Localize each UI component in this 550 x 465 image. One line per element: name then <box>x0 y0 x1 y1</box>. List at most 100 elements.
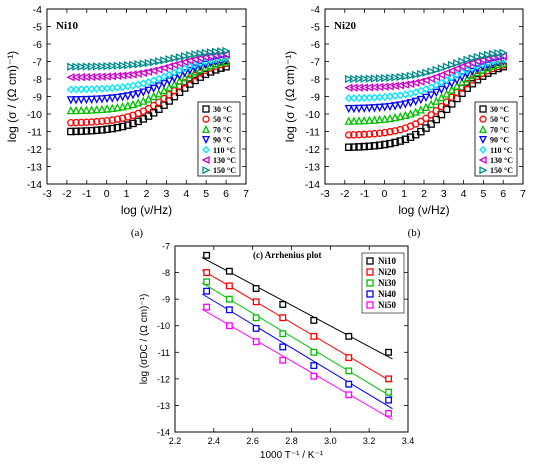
x-tick-label: 2 <box>144 188 150 200</box>
data-point <box>478 63 487 72</box>
fit-line <box>201 293 393 410</box>
data-point <box>87 105 96 114</box>
data-point <box>196 49 205 58</box>
data-point <box>391 138 399 147</box>
y-tick-label: -5 <box>33 22 42 34</box>
x-tick-label: 6 <box>500 188 506 200</box>
y-axis-label: log (σ / (Ω cm)⁻¹) <box>283 51 297 142</box>
data-point <box>160 94 168 103</box>
data-point <box>185 66 195 76</box>
y-tick-label: -12 <box>157 374 170 384</box>
data-point <box>452 81 462 90</box>
data-point <box>462 60 471 69</box>
data-point <box>252 298 260 306</box>
data-point <box>354 104 364 114</box>
panel-title: (c) Arrhenius plot <box>253 250 322 260</box>
data-point <box>186 51 195 60</box>
series-150C <box>345 48 508 84</box>
y-tick-label: -11 <box>158 348 170 358</box>
data-point <box>190 64 200 73</box>
data-point <box>416 77 425 86</box>
data-point <box>279 356 287 364</box>
panel-c: 2.2 2.4 2.6 2.8 3.0 3.2 3.4 -7 -8 -9 -10 -11 -12 -13 -… <box>139 242 414 462</box>
data-point <box>217 47 226 56</box>
data-point <box>225 322 233 330</box>
y-tick-label: -13 <box>157 401 170 411</box>
data-point <box>365 130 374 138</box>
legend-marker <box>201 155 210 165</box>
data-point <box>201 48 210 57</box>
data-point <box>375 103 384 113</box>
data-point <box>310 348 318 356</box>
fit-line <box>201 282 393 398</box>
legend-label: Ni40 <box>378 289 397 299</box>
data-point <box>203 287 211 295</box>
fit-line <box>201 269 393 383</box>
data-point <box>149 58 159 67</box>
data-point <box>279 314 287 322</box>
data-point <box>155 98 163 107</box>
data-point <box>98 117 106 125</box>
data-point <box>118 122 127 131</box>
data-point <box>98 62 107 71</box>
y-tick-label: -14 <box>27 179 42 191</box>
data-point <box>252 324 260 332</box>
data-point <box>452 64 461 73</box>
data-point <box>427 120 435 128</box>
data-point <box>437 78 446 87</box>
data-point <box>365 142 374 150</box>
data-point <box>82 95 91 105</box>
data-point <box>170 68 179 77</box>
legend-label: Ni30 <box>378 278 397 288</box>
data-point <box>381 128 389 137</box>
y-tick-label: -14 <box>157 428 170 438</box>
data-point <box>113 61 122 70</box>
series-150C <box>67 46 231 71</box>
data-point <box>139 96 148 105</box>
legend-box <box>197 101 241 177</box>
data-point <box>483 63 492 72</box>
x-tick-label: -1 <box>360 188 369 200</box>
data-point <box>206 48 216 57</box>
data-point <box>221 56 231 66</box>
data-point <box>108 116 117 124</box>
data-point <box>129 119 137 128</box>
data-point <box>191 50 200 59</box>
data-point <box>442 62 452 71</box>
data-point <box>345 391 353 399</box>
data-point <box>385 388 393 396</box>
data-point <box>396 101 405 110</box>
data-point <box>180 57 189 67</box>
data-point <box>427 83 436 92</box>
data-point <box>375 141 384 149</box>
data-point <box>180 52 190 61</box>
x-tick-label: 0 <box>104 188 110 200</box>
y-tick-label: -12 <box>27 144 42 156</box>
legend-label: 110 °C <box>213 146 236 155</box>
panel-b: -3 -2 -1 0 1 2 3 4 5 6 7-4-5-6-7-8-9-10-11-12-13-1… <box>283 4 526 239</box>
data-point <box>165 90 173 99</box>
data-point <box>468 54 477 63</box>
data-point <box>144 86 153 95</box>
data-point <box>421 93 431 103</box>
data-point <box>365 74 374 83</box>
data-point <box>344 94 353 103</box>
data-point <box>385 375 393 383</box>
data-point <box>67 119 75 127</box>
data-point <box>77 85 86 94</box>
data-point <box>93 62 102 71</box>
data-point <box>87 95 96 105</box>
data-point <box>432 65 441 75</box>
x-tick-label: 3 <box>441 188 447 200</box>
data-point <box>279 330 287 338</box>
x-tick-label: 3.4 <box>402 436 415 446</box>
data-point <box>370 142 379 150</box>
data-point <box>87 62 97 71</box>
data-point <box>93 126 101 135</box>
data-point <box>345 332 353 340</box>
data-point <box>170 54 179 63</box>
y-axis-label: log (σ / (Ω cm)⁻¹) <box>5 51 19 142</box>
legend-label: 50 °C <box>490 115 509 124</box>
panel-title: Ni20 <box>334 20 357 32</box>
